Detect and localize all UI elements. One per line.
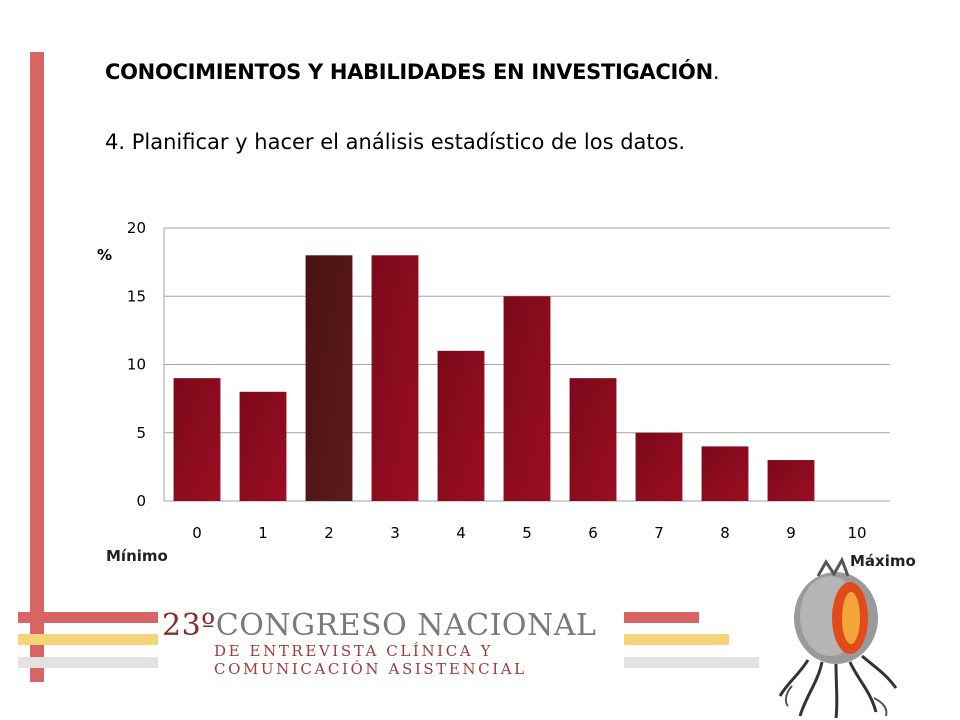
accent-vertical-bar [30, 52, 44, 682]
x-tick-label: 2 [324, 524, 334, 542]
logo-line2: DE ENTREVISTA CLÍNICA Y [214, 642, 494, 660]
bar [371, 255, 419, 501]
congress-logo: 23ºCONGRESO NACIONAL DE ENTREVISTA CLÍNI… [162, 608, 622, 678]
x-tick-label: 4 [456, 524, 466, 542]
x-tick-label: 3 [390, 524, 400, 542]
x-tick-label: 0 [192, 524, 202, 542]
y-tick-label: 15 [127, 287, 146, 305]
bar [239, 391, 287, 501]
y-tick-label: 20 [127, 219, 146, 237]
logo-number: 23º [162, 608, 216, 643]
bar [173, 378, 221, 501]
bar [635, 432, 683, 501]
slide-heading-period: . [712, 60, 720, 84]
accent-stripe-red-left [18, 612, 158, 623]
x-tick-label: 8 [720, 524, 730, 542]
y-axis-label: % [97, 246, 113, 264]
accent-stripe-yellow-right [624, 634, 729, 645]
x-tick-label: 6 [588, 524, 598, 542]
y-tick-label: 0 [136, 492, 146, 510]
slide-heading: CONOCIMIENTOS Y HABILIDADES EN INVESTIGA… [105, 60, 720, 84]
bar [569, 378, 617, 501]
logo-line1: CONGRESO NACIONAL [215, 608, 597, 643]
bar [767, 460, 815, 501]
slide-subtitle: 4. Planificar y hacer el análisis estadí… [105, 130, 686, 154]
y-tick-label: 5 [136, 424, 146, 442]
bar [503, 296, 551, 501]
bar [701, 446, 749, 501]
max-label: Máximo [850, 552, 916, 570]
bar [305, 255, 353, 501]
x-tick-label: 5 [522, 524, 532, 542]
min-label: Mínimo [106, 547, 168, 565]
x-tick-label: 1 [258, 524, 268, 542]
accent-stripe-yellow-left [18, 634, 158, 645]
logo-title: 23ºCONGRESO NACIONAL [162, 608, 596, 643]
logo-line3: COMUNICACIÓN ASISTENCIAL [214, 660, 527, 678]
y-tick-label: 10 [127, 356, 146, 374]
x-tick-label: 10 [847, 524, 866, 542]
accent-stripe-gray-left [18, 657, 158, 668]
bar [437, 350, 485, 501]
accent-stripe-gray-right [624, 657, 759, 668]
x-tick-label: 7 [654, 524, 664, 542]
accent-stripe-red-right [624, 612, 699, 623]
brain-emblem-icon [778, 556, 898, 719]
x-tick-label: 9 [786, 524, 796, 542]
